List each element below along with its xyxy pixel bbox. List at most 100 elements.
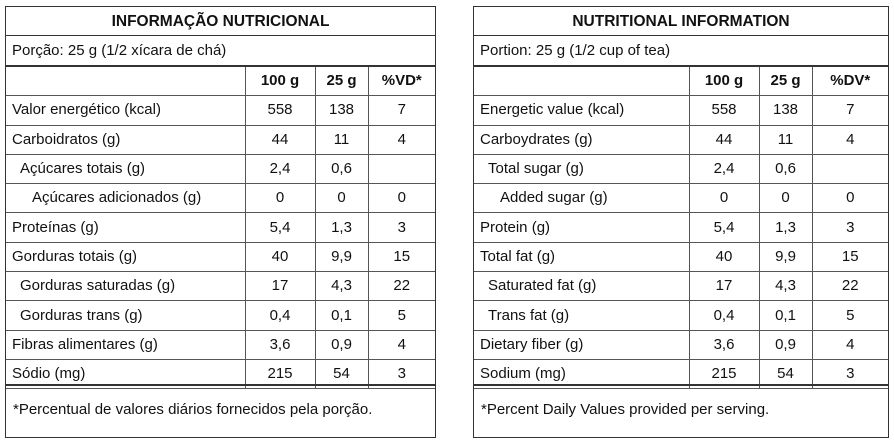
value-per-25g: 1,3 bbox=[758, 212, 813, 243]
value-per-25g: 0 bbox=[314, 183, 369, 214]
daily-value-percent: 4 bbox=[367, 124, 435, 155]
nutrient-label: Gorduras trans (g) bbox=[6, 300, 246, 331]
daily-value-percent: 0 bbox=[367, 183, 435, 214]
value-per-25g: 0 bbox=[758, 183, 813, 214]
value-per-25g: 138 bbox=[758, 95, 813, 126]
daily-value-percent: 3 bbox=[367, 212, 435, 243]
daily-value-percent: 22 bbox=[367, 271, 435, 302]
value-per-25g: 11 bbox=[758, 124, 813, 155]
nutrient-row: Trans fat (g) 0,4 0,1 5 bbox=[474, 300, 888, 331]
nutrient-label: Açúcares totais (g) bbox=[6, 153, 246, 185]
nutrient-row: Açúcares totais (g) 2,4 0,6 bbox=[6, 153, 435, 185]
value-per-100g: 2,4 bbox=[688, 153, 760, 185]
value-per-100g: 40 bbox=[244, 241, 316, 273]
nutrient-label: Açúcares adicionados (g) bbox=[6, 183, 246, 214]
nutrient-label: Trans fat (g) bbox=[474, 300, 690, 331]
value-per-100g: 5,4 bbox=[244, 212, 316, 243]
header-daily-value: %DV* bbox=[811, 67, 888, 97]
value-per-100g: 44 bbox=[244, 124, 316, 155]
nutrient-label: Fibras alimentares (g) bbox=[6, 329, 246, 360]
nutrient-row: Protein (g) 5,4 1,3 3 bbox=[474, 212, 888, 243]
nutrient-label: Added sugar (g) bbox=[474, 183, 690, 214]
daily-value-percent: 15 bbox=[811, 241, 888, 273]
daily-value-percent: 0 bbox=[811, 183, 888, 214]
nutrient-label: Energetic value (kcal) bbox=[474, 95, 690, 126]
value-per-100g: 0 bbox=[688, 183, 760, 214]
footnote: *Percent Daily Values provided per servi… bbox=[474, 384, 888, 437]
nutrient-row: Total fat (g) 40 9,9 15 bbox=[474, 241, 888, 273]
daily-value-percent bbox=[367, 153, 435, 185]
value-per-100g: 0,4 bbox=[244, 300, 316, 331]
nutrient-label: Valor energético (kcal) bbox=[6, 95, 246, 126]
nutrient-row: Saturated fat (g) 17 4,3 22 bbox=[474, 271, 888, 302]
nutrient-row: Gorduras saturadas (g) 17 4,3 22 bbox=[6, 271, 435, 302]
value-per-100g: 0 bbox=[244, 183, 316, 214]
nutrition-panel-portuguese: INFORMAÇÃO NUTRICIONAL Porção: 25 g (1/2… bbox=[5, 6, 436, 438]
nutrient-label: Proteínas (g) bbox=[6, 212, 246, 243]
nutrient-label: Total fat (g) bbox=[474, 241, 690, 273]
value-per-25g: 0,1 bbox=[314, 300, 369, 331]
nutrient-label: Carboidratos (g) bbox=[6, 124, 246, 155]
value-per-100g: 3,6 bbox=[244, 329, 316, 360]
value-per-25g: 9,9 bbox=[314, 241, 369, 273]
daily-value-percent: 4 bbox=[811, 124, 888, 155]
value-per-100g: 2,4 bbox=[244, 153, 316, 185]
nutrition-panel-english: NUTRITIONAL INFORMATION Portion: 25 g (1… bbox=[473, 6, 889, 438]
panel-title: NUTRITIONAL INFORMATION bbox=[474, 7, 888, 36]
nutrient-label: Gorduras totais (g) bbox=[6, 241, 246, 273]
nutrient-row: Energetic value (kcal) 558 138 7 bbox=[474, 95, 888, 126]
nutrient-row: Total sugar (g) 2,4 0,6 bbox=[474, 153, 888, 185]
value-per-100g: 17 bbox=[244, 271, 316, 302]
value-per-100g: 5,4 bbox=[688, 212, 760, 243]
daily-value-percent: 5 bbox=[367, 300, 435, 331]
value-per-100g: 17 bbox=[688, 271, 760, 302]
nutrient-row: Açúcares adicionados (g) 0 0 0 bbox=[6, 183, 435, 214]
nutrient-row: Valor energético (kcal) 558 138 7 bbox=[6, 95, 435, 126]
daily-value-percent: 7 bbox=[367, 95, 435, 126]
nutrient-row: Added sugar (g) 0 0 0 bbox=[474, 183, 888, 214]
value-per-25g: 0,9 bbox=[314, 329, 369, 360]
daily-value-percent: 3 bbox=[811, 212, 888, 243]
value-per-100g: 558 bbox=[244, 95, 316, 126]
nutrient-label: Saturated fat (g) bbox=[474, 271, 690, 302]
header-empty bbox=[6, 67, 246, 97]
daily-value-percent: 7 bbox=[811, 95, 888, 126]
daily-value-percent: 5 bbox=[811, 300, 888, 331]
value-per-100g: 40 bbox=[688, 241, 760, 273]
daily-value-percent: 15 bbox=[367, 241, 435, 273]
nutrient-row: Carboydrates (g) 44 11 4 bbox=[474, 124, 888, 155]
value-per-25g: 4,3 bbox=[314, 271, 369, 302]
value-per-25g: 1,3 bbox=[314, 212, 369, 243]
nutrient-row: Gorduras totais (g) 40 9,9 15 bbox=[6, 241, 435, 273]
value-per-25g: 0,1 bbox=[758, 300, 813, 331]
value-per-25g: 0,6 bbox=[758, 153, 813, 185]
nutrient-label: Protein (g) bbox=[474, 212, 690, 243]
value-per-25g: 11 bbox=[314, 124, 369, 155]
value-per-100g: 0,4 bbox=[688, 300, 760, 331]
value-per-100g: 44 bbox=[688, 124, 760, 155]
daily-value-percent: 22 bbox=[811, 271, 888, 302]
daily-value-percent: 4 bbox=[367, 329, 435, 360]
nutrient-label: Dietary fiber (g) bbox=[474, 329, 690, 360]
header-row: 100 g 25 g %DV* bbox=[474, 67, 888, 97]
footnote: *Percentual de valores diários fornecido… bbox=[6, 384, 435, 437]
value-per-25g: 0,9 bbox=[758, 329, 813, 360]
header-per-25g: 25 g bbox=[758, 67, 813, 97]
nutrition-table: 100 g 25 g %VD* Valor energético (kcal) 5… bbox=[6, 67, 435, 390]
nutrient-label: Carboydrates (g) bbox=[474, 124, 690, 155]
nutrition-table: 100 g 25 g %DV* Energetic value (kcal) 55… bbox=[474, 67, 888, 390]
daily-value-percent bbox=[811, 153, 888, 185]
value-per-25g: 4,3 bbox=[758, 271, 813, 302]
header-per-100g: 100 g bbox=[688, 67, 760, 97]
nutrient-row: Proteínas (g) 5,4 1,3 3 bbox=[6, 212, 435, 243]
portion-line: Portion: 25 g (1/2 cup of tea) bbox=[474, 36, 888, 67]
header-empty bbox=[474, 67, 690, 97]
value-per-25g: 138 bbox=[314, 95, 369, 126]
nutrient-label: Total sugar (g) bbox=[474, 153, 690, 185]
portion-line: Porção: 25 g (1/2 xícara de chá) bbox=[6, 36, 435, 67]
header-daily-value: %VD* bbox=[367, 67, 435, 97]
header-per-25g: 25 g bbox=[314, 67, 369, 97]
daily-value-percent: 4 bbox=[811, 329, 888, 360]
nutrient-row: Fibras alimentares (g) 3,6 0,9 4 bbox=[6, 329, 435, 360]
nutrient-label: Gorduras saturadas (g) bbox=[6, 271, 246, 302]
